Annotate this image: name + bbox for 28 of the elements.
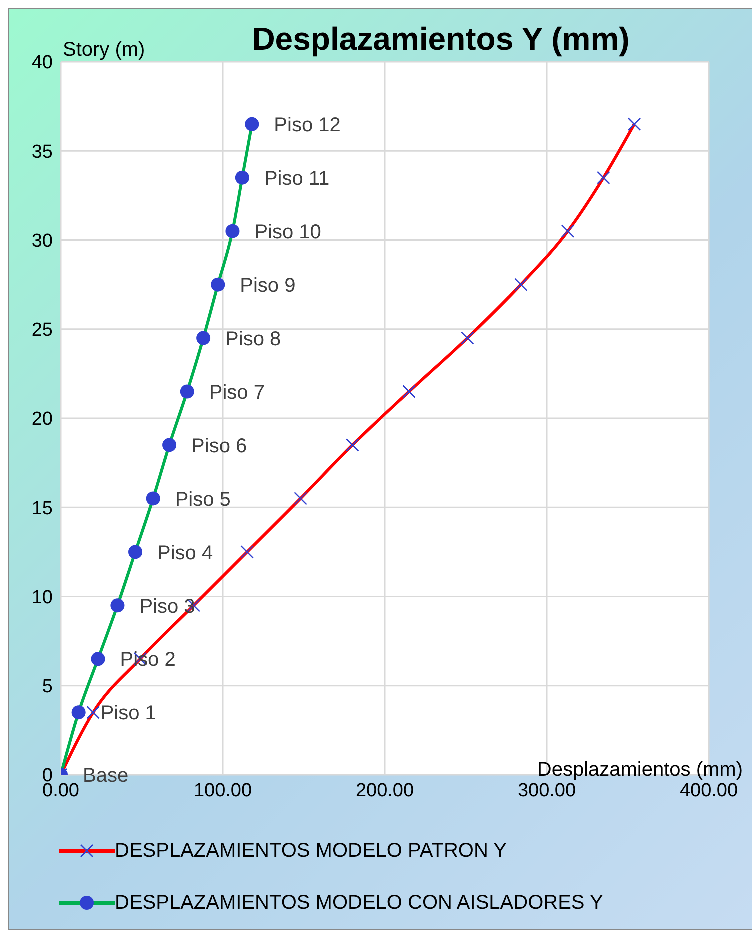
- annotation: Piso 7: [209, 382, 265, 404]
- x-tick-label: 100.00: [194, 780, 252, 802]
- annotation: Piso 4: [158, 542, 214, 564]
- annotation: Piso 8: [226, 328, 282, 350]
- annotation: Piso 11: [264, 168, 330, 190]
- x-axis-title: Desplazamientos (mm): [537, 759, 743, 782]
- chart-title: Desplazamientos Y (mm): [252, 21, 630, 57]
- annotation: Piso 9: [240, 274, 296, 297]
- y-tick-label: 40: [32, 52, 53, 74]
- annotation: Piso 1: [100, 702, 156, 725]
- legend-label: DESPLAZAMIENTOS MODELO PATRON Y: [115, 840, 507, 862]
- annotation: Piso 5: [175, 488, 231, 511]
- annotation: Piso 10: [254, 221, 322, 244]
- y-tick-label: 30: [32, 230, 53, 252]
- y-tick-label: 10: [32, 587, 53, 608]
- y-tick-label: 5: [42, 676, 53, 698]
- x-tick-label: 300.00: [518, 780, 576, 802]
- x-tick-label: 400.00: [680, 780, 738, 802]
- x-tick-label: 200.00: [356, 780, 414, 802]
- annotation: Piso 12: [274, 114, 341, 136]
- annotation: Piso 6: [192, 435, 248, 458]
- y-tick-label: 15: [32, 498, 53, 520]
- y-axis-title: Story (m): [63, 39, 146, 62]
- y-tick-label: 25: [32, 320, 53, 342]
- y-tick-label: 20: [32, 409, 53, 430]
- annotation: Base: [83, 765, 129, 788]
- y-tick-label: 35: [32, 142, 53, 163]
- legend-label: DESPLAZAMIENTOS MODELO CON AISLADORES Y: [115, 892, 604, 914]
